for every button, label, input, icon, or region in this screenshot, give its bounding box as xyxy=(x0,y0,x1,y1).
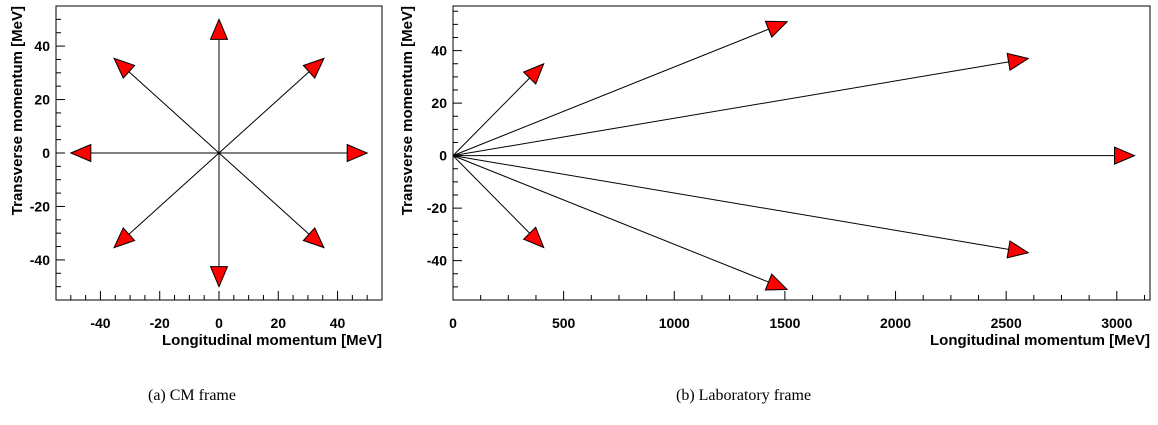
vector-arrowhead xyxy=(1006,240,1030,259)
vector-arrowhead xyxy=(764,20,789,38)
vector-line xyxy=(128,71,220,154)
x-tick-label: -20 xyxy=(150,315,170,331)
vector-arrowhead xyxy=(209,18,229,40)
vector-arrowhead xyxy=(113,57,136,79)
y-axis-title: Transverse momentum [MeV] xyxy=(399,6,416,215)
x-axis-title: Longitudinal momentum [MeV] xyxy=(930,332,1150,349)
x-axis-title: Longitudinal momentum [MeV] xyxy=(162,332,382,349)
vector-arrowhead xyxy=(1114,146,1136,165)
x-tick-label: 1000 xyxy=(659,315,690,331)
x-tick-label: 1500 xyxy=(769,315,800,331)
y-tick-label: -20 xyxy=(427,200,447,216)
vector-line xyxy=(452,155,769,283)
x-tick-label: 500 xyxy=(552,315,576,331)
vector-arrowhead xyxy=(764,273,789,291)
y-tick-label: -20 xyxy=(30,198,50,214)
vector-line xyxy=(218,152,310,235)
x-tick-label: -40 xyxy=(90,315,110,331)
vector-line xyxy=(452,61,1009,157)
caption-lab: (b) Laboratory frame xyxy=(676,387,812,404)
vector-arrowhead xyxy=(346,143,369,163)
vector-arrowhead xyxy=(1006,52,1030,72)
x-tick-label: 40 xyxy=(330,315,346,331)
vector-line xyxy=(452,28,769,157)
x-tick-label: 2000 xyxy=(880,315,911,331)
y-tick-label: -40 xyxy=(427,253,447,269)
vector-arrowhead xyxy=(69,143,92,163)
vector-arrowhead xyxy=(522,62,545,85)
vector-line xyxy=(452,77,531,156)
y-tick-label: 0 xyxy=(42,145,50,161)
y-tick-label: 20 xyxy=(431,95,447,111)
vector-arrowhead xyxy=(209,266,229,288)
caption-cm: (a) CM frame xyxy=(148,387,236,404)
plot-frame xyxy=(452,5,1151,301)
y-tick-label: 20 xyxy=(34,92,50,108)
y-tick-label: 0 xyxy=(439,148,447,164)
vector-arrowhead xyxy=(302,57,325,79)
x-tick-label: 0 xyxy=(449,315,457,331)
x-tick-label: 20 xyxy=(270,315,286,331)
vector-line xyxy=(452,155,1009,250)
x-tick-label: 3000 xyxy=(1101,315,1132,331)
chart-1: 0 500 1000 1500 2000 2500 3000 -40 -20 0 20 40 Longi… xyxy=(399,5,1151,349)
y-tick-label: 40 xyxy=(431,43,447,59)
vector-arrowhead xyxy=(522,226,545,249)
y-axis-title: Transverse momentum [MeV] xyxy=(9,6,26,215)
vector-arrowhead xyxy=(302,227,325,249)
y-tick-label: 40 xyxy=(34,38,50,54)
vector-line xyxy=(452,155,531,234)
vector-line xyxy=(218,71,310,154)
vector-line xyxy=(128,152,220,235)
x-tick-label: 2500 xyxy=(991,315,1022,331)
vector-arrowhead xyxy=(113,227,136,249)
x-tick-label: 0 xyxy=(215,315,223,331)
y-tick-label: -40 xyxy=(30,252,50,268)
